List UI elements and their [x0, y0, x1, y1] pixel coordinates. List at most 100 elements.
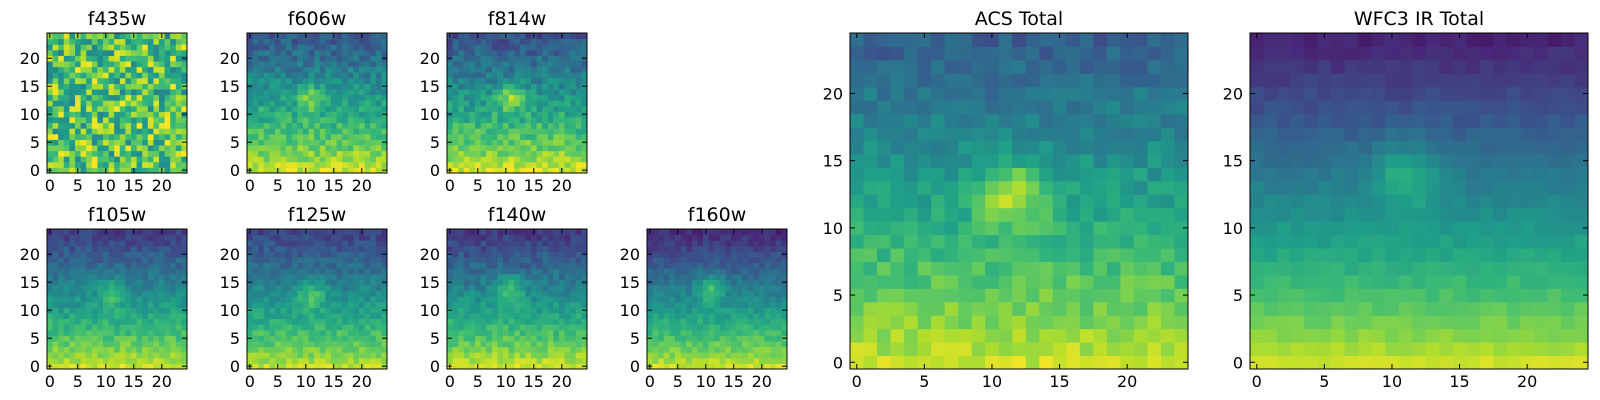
heatmap-cell — [958, 328, 973, 343]
heatmap-cell — [736, 346, 743, 353]
heatmap-cell — [497, 72, 504, 79]
heatmap-cell — [303, 257, 310, 264]
heatmap-cell — [286, 61, 293, 68]
heatmap-cell — [675, 296, 682, 303]
heatmap-cell — [286, 89, 293, 96]
heatmap-cell — [108, 38, 115, 45]
heatmap-cell — [917, 355, 932, 370]
heatmap-cell — [753, 262, 760, 269]
heatmap-cell — [508, 329, 515, 336]
heatmap-cell — [553, 324, 560, 331]
heatmap-cell — [252, 145, 259, 152]
heatmap-cell — [1120, 221, 1135, 236]
heatmap-cell — [904, 301, 919, 316]
heatmap-cell — [480, 33, 487, 40]
heatmap-cell — [770, 234, 777, 241]
heatmap-cell — [263, 33, 270, 40]
heatmap-cell — [181, 324, 188, 331]
heatmap-cell — [497, 145, 504, 152]
heatmap-cell — [342, 262, 349, 269]
heatmap-cell — [131, 346, 138, 353]
heatmap-cell — [680, 273, 687, 280]
heatmap-cell — [747, 329, 754, 336]
heatmap-cell — [736, 352, 743, 359]
heatmap-cell — [553, 352, 560, 359]
heatmap-cell — [147, 150, 154, 157]
heatmap-cell — [475, 150, 482, 157]
heatmap-cell — [703, 329, 710, 336]
heatmap-cell — [63, 83, 70, 90]
heatmap-cell — [944, 342, 959, 357]
heatmap-cell — [63, 161, 70, 168]
heatmap-cell — [370, 234, 377, 241]
heatmap-cell — [525, 329, 532, 336]
heatmap-cell — [80, 251, 87, 258]
heatmap-cell — [331, 133, 338, 140]
heatmap-cell — [314, 262, 321, 269]
heatmap-cell — [86, 122, 93, 129]
heatmap-cell — [170, 100, 177, 107]
heatmap-cell — [291, 262, 298, 269]
heatmap-cell — [125, 296, 132, 303]
heatmap-cell — [469, 329, 476, 336]
heatmap-cell — [258, 55, 265, 62]
heatmap-cell — [91, 257, 98, 264]
heatmap-cell — [131, 139, 138, 146]
heatmap-cell — [86, 100, 93, 107]
heatmap-cell — [342, 33, 349, 40]
heatmap-cell — [119, 335, 126, 342]
heatmap-cell — [564, 150, 571, 157]
heatmap-cell — [877, 342, 892, 357]
heatmap-cell — [863, 261, 878, 276]
heatmap-cell — [153, 290, 160, 297]
heatmap-cell — [47, 240, 54, 247]
heatmap-cell — [759, 279, 766, 286]
heatmap-cell — [286, 313, 293, 320]
x-tick-label: 10 — [696, 372, 716, 391]
heatmap-cell — [458, 335, 465, 342]
heatmap-cell — [364, 61, 371, 68]
heatmap-cell — [1079, 315, 1094, 330]
heatmap-cell — [475, 122, 482, 129]
heatmap-cell — [691, 268, 698, 275]
heatmap-cell — [452, 33, 459, 40]
heatmap-cell — [697, 257, 704, 264]
heatmap-cell — [147, 156, 154, 163]
heatmap-cell — [252, 290, 259, 297]
heatmap-cell — [469, 66, 476, 73]
heatmap-cell — [75, 329, 82, 336]
heatmap-cell — [175, 273, 182, 280]
heatmap-cell — [164, 357, 171, 364]
heatmap-cell — [553, 313, 560, 320]
heatmap-cell — [575, 324, 582, 331]
heatmap-cell — [80, 296, 87, 303]
heatmap-cell — [570, 318, 577, 325]
heatmap-cell — [114, 279, 121, 286]
heatmap-cell — [381, 89, 388, 96]
heatmap-cell — [142, 301, 149, 308]
heatmap-cell — [553, 229, 560, 236]
heatmap-cell — [458, 285, 465, 292]
heatmap-cell — [725, 257, 732, 264]
heatmap-cell — [519, 122, 526, 129]
heatmap-cell — [542, 285, 549, 292]
heatmap-cell — [719, 285, 726, 292]
heatmap-cell — [286, 268, 293, 275]
heatmap-cell — [314, 318, 321, 325]
heatmap-cell — [164, 285, 171, 292]
heatmap-cell — [497, 273, 504, 280]
heatmap-cell — [508, 111, 515, 118]
heatmap-cell — [703, 290, 710, 297]
heatmap-cell — [719, 341, 726, 348]
heatmap-cell — [359, 66, 366, 73]
heatmap-cell — [486, 346, 493, 353]
heatmap-cell — [119, 341, 126, 348]
heatmap-cell — [863, 180, 878, 195]
heatmap-cell — [747, 335, 754, 342]
heatmap-cell — [553, 105, 560, 112]
heatmap-cell — [1174, 328, 1189, 343]
heatmap-cell — [125, 111, 132, 118]
heatmap-cell — [559, 161, 566, 168]
heatmap-cell — [1120, 194, 1135, 209]
heatmap-cell — [514, 329, 521, 336]
